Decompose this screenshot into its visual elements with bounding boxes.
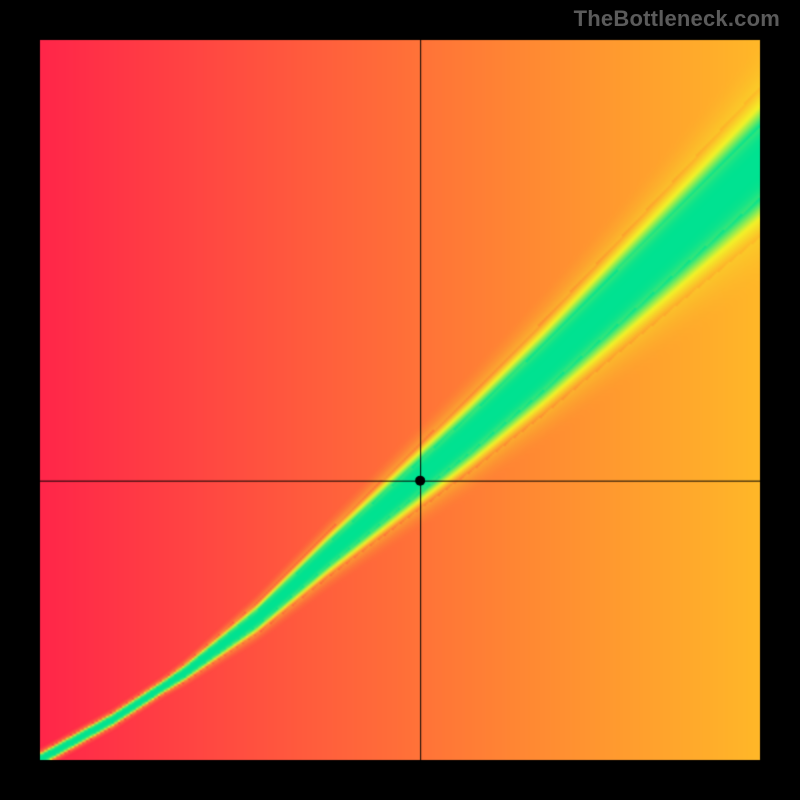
bottleneck-heatmap [0, 0, 800, 800]
chart-container: { "watermark": { "text": "TheBottleneck.… [0, 0, 800, 800]
watermark-text: TheBottleneck.com [574, 6, 780, 32]
